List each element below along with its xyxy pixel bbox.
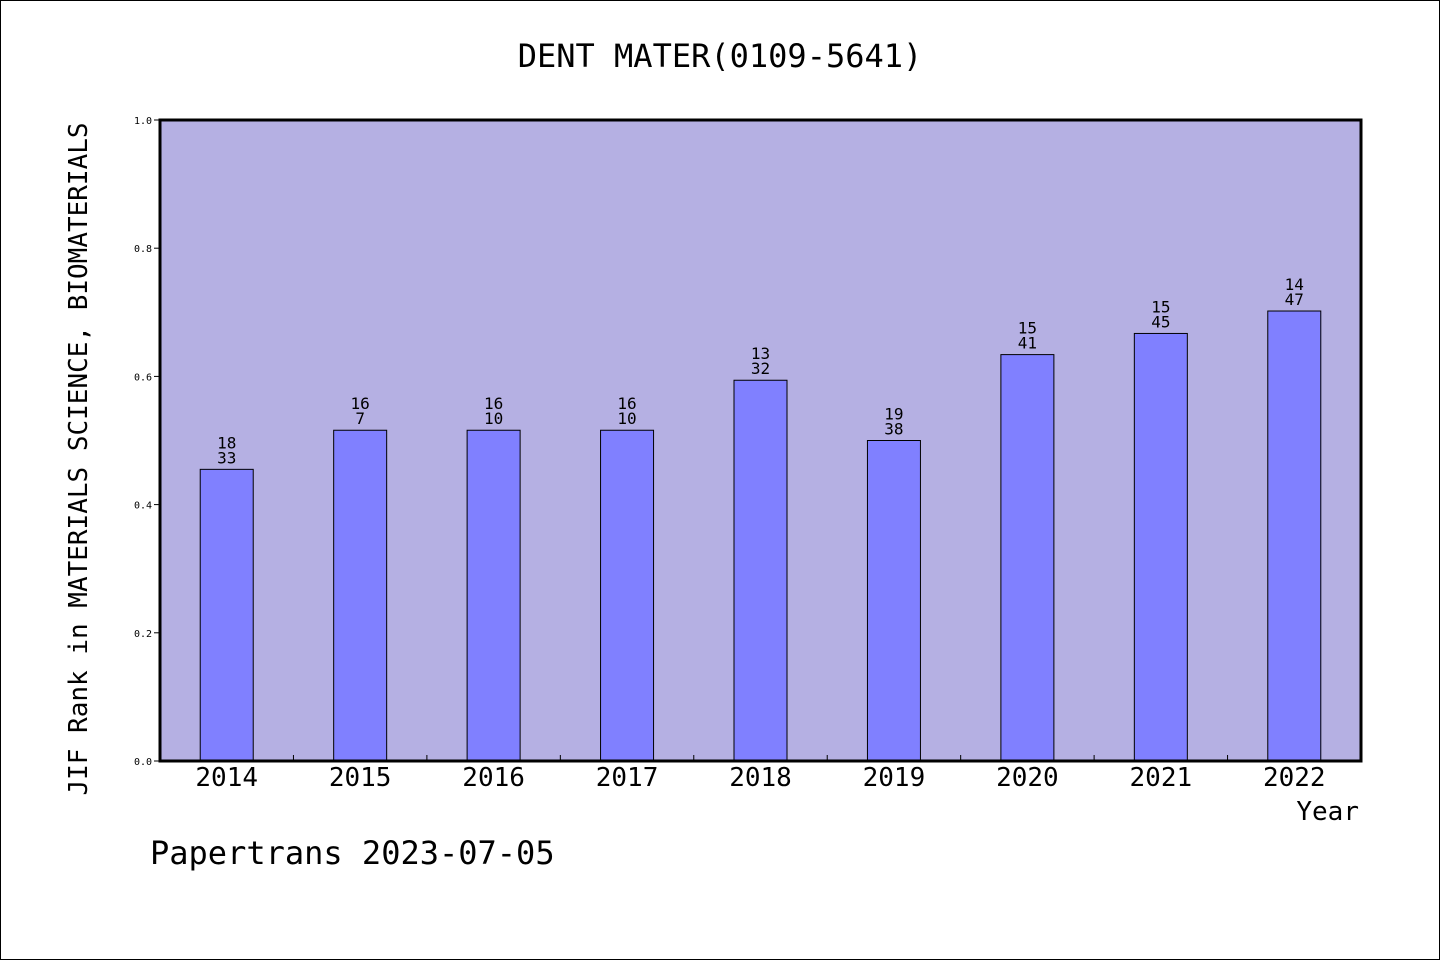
y-tick-label: 0.4 <box>134 501 152 512</box>
x-axis-label: Year <box>1296 797 1359 827</box>
bar-2021 <box>1133 332 1188 762</box>
bar-label-bottom-2018: 32 <box>751 359 770 378</box>
y-axis: 0.0 0.2 0.4 0.6 0.8 1.0 <box>134 116 160 768</box>
bar-2022 <box>1267 310 1322 762</box>
bar-label-bottom-2016: 10 <box>484 409 503 428</box>
bar-2019 <box>866 440 921 762</box>
y-tick-label: 0.8 <box>134 244 152 255</box>
y-tick-label: 0.6 <box>134 372 152 383</box>
y-tick-label: 0.0 <box>134 757 152 768</box>
x-tick-label-2019: 2019 <box>863 763 926 793</box>
chart-title: DENT MATER(0109-5641) <box>518 37 923 75</box>
bar-2016 <box>466 429 521 762</box>
bar-2017 <box>600 429 655 762</box>
x-tick-label-2022: 2022 <box>1263 763 1326 793</box>
bar-label-bottom-2014: 33 <box>217 448 236 467</box>
bar-label-bottom-2017: 10 <box>617 409 636 428</box>
bar-2014 <box>199 468 254 762</box>
bar-label-top-2017: 16 <box>617 394 636 413</box>
bar-label-top-2015: 16 <box>351 394 370 413</box>
x-tick-label-2018: 2018 <box>729 763 792 793</box>
bar-label-top-2014: 18 <box>217 433 236 452</box>
bar-label-bottom-2020: 41 <box>1018 334 1037 353</box>
bar-label-bottom-2021: 45 <box>1151 312 1170 331</box>
y-tick-label: 1.0 <box>134 116 152 127</box>
footer-source: Papertrans 2023-07-05 <box>150 834 555 872</box>
bar-label-bottom-2019: 38 <box>884 420 903 439</box>
bar-label-top-2018: 13 <box>751 344 770 363</box>
x-tick-label-2017: 2017 <box>596 763 659 793</box>
bar-2020 <box>1000 354 1055 762</box>
x-axis: 2014 2015 2016 2017 2018 2019 2020 2021 2022 <box>195 755 1326 793</box>
y-axis-label: JIF Rank in MATERIALS SCIENCE, BIOMATERI… <box>64 122 94 795</box>
x-tick-label-2014: 2014 <box>195 763 258 793</box>
plot-border <box>158 118 1363 763</box>
bar-label-top-2016: 16 <box>484 394 503 413</box>
x-tick-label-2020: 2020 <box>996 763 1059 793</box>
bar-label-top-2020: 15 <box>1018 319 1037 338</box>
x-tick-label-2021: 2021 <box>1130 763 1193 793</box>
bar-label-bottom-2015: 7 <box>355 409 365 428</box>
y-tick-label: 0.2 <box>134 629 152 640</box>
bar-label-top-2019: 19 <box>884 405 903 424</box>
bar-2018 <box>733 379 788 762</box>
bar-2015 <box>333 429 388 762</box>
x-tick-label-2016: 2016 <box>462 763 525 793</box>
bar-label-top-2022: 14 <box>1285 275 1304 294</box>
bar-label-top-2021: 15 <box>1151 297 1170 316</box>
bar-label-bottom-2022: 47 <box>1285 290 1304 309</box>
x-tick-label-2015: 2015 <box>329 763 392 793</box>
